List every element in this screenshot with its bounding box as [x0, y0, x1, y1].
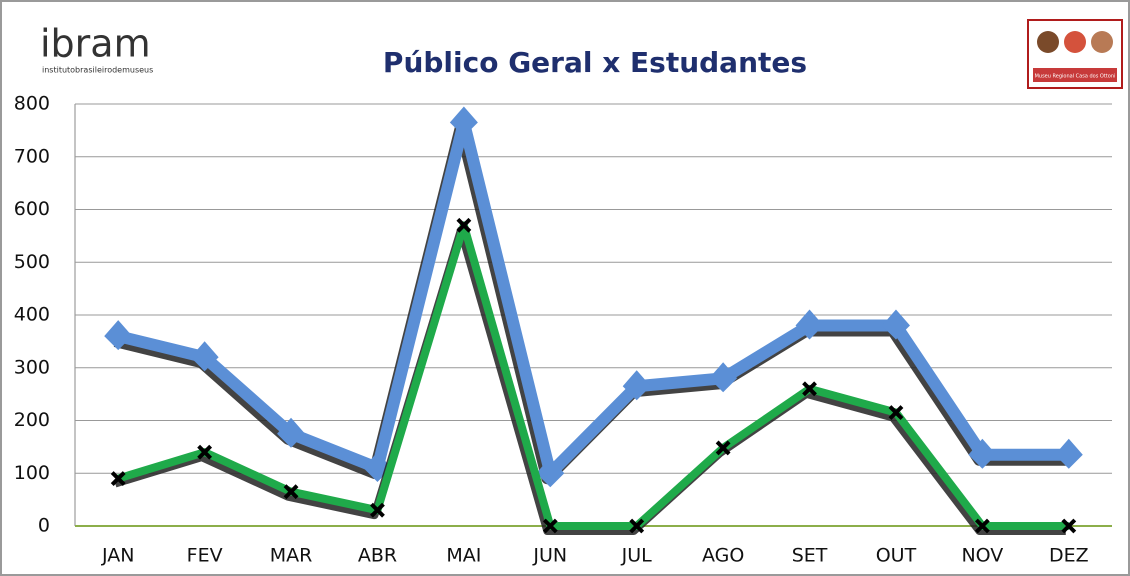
face — [1064, 31, 1086, 53]
y-tick-label: 600 — [14, 198, 50, 220]
marker — [715, 440, 731, 456]
x-tick-label: ABR — [358, 545, 397, 567]
x-tick-label: JUL — [621, 545, 653, 567]
y-tick-label: 700 — [14, 145, 50, 167]
y-tick-label: 800 — [14, 93, 50, 115]
logo-caption: Museu Regional Casa dos Ottoni — [1035, 74, 1116, 80]
marker — [283, 484, 299, 500]
y-tick-label: 400 — [14, 304, 50, 326]
x-tick-label: SET — [792, 545, 828, 567]
x-tick-label: FEV — [187, 545, 223, 567]
marker — [542, 518, 558, 534]
series-line — [116, 116, 1069, 480]
face — [1037, 31, 1059, 53]
marker — [190, 341, 219, 372]
x-tick-label: DEZ — [1049, 545, 1089, 567]
x-tick-label: MAI — [446, 545, 481, 567]
x-tick-label: OUT — [876, 545, 917, 567]
x-tick-label: JUN — [532, 545, 567, 567]
marker — [1054, 438, 1083, 469]
x-tick-label: MAR — [270, 545, 313, 567]
marker — [197, 444, 213, 460]
marker — [795, 309, 824, 340]
y-tick-label: 100 — [14, 462, 50, 484]
marker — [536, 457, 565, 488]
marker — [449, 106, 478, 137]
marker — [881, 309, 910, 340]
marker — [974, 518, 990, 534]
y-tick-label: 300 — [14, 356, 50, 378]
marker — [104, 320, 133, 351]
marker — [802, 381, 817, 397]
x-tick-label: AGO — [702, 545, 744, 567]
marker — [110, 471, 126, 486]
marker — [888, 405, 904, 421]
marker — [456, 217, 472, 233]
y-tick-label: 200 — [14, 409, 50, 431]
marker — [968, 438, 997, 469]
marker — [1061, 518, 1077, 534]
marker — [709, 362, 738, 393]
x-tick-label: NOV — [961, 545, 1003, 567]
y-tick-label: 500 — [14, 251, 50, 273]
series-line — [117, 221, 1069, 530]
logo-tagline: institutobrasileirodemuseus — [42, 66, 153, 75]
logo-band — [1033, 68, 1117, 82]
chart-title: Público Geral x Estudantes — [383, 46, 807, 79]
x-tick-label: JAN — [101, 545, 134, 567]
logo-right: Museu Regional Casa dos Ottoni — [1027, 19, 1123, 89]
marker — [629, 518, 645, 534]
face — [1091, 31, 1113, 53]
marker — [622, 370, 651, 401]
marker — [277, 417, 306, 448]
line-shadow — [114, 226, 1066, 535]
y-tick-label: 0 — [38, 515, 50, 537]
logo-name: ibram — [40, 22, 151, 66]
marker — [370, 502, 385, 518]
